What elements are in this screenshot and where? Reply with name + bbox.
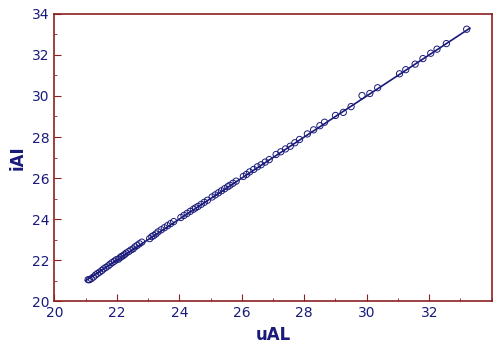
Point: [160, 225, 168, 231]
Point: [254, 164, 262, 170]
Point: [166, 221, 174, 226]
Point: [112, 257, 120, 263]
Point: [204, 197, 212, 203]
Point: [224, 184, 232, 189]
Point: [261, 159, 269, 165]
Point: [282, 146, 290, 152]
Point: [164, 223, 172, 228]
Point: [347, 104, 355, 109]
Point: [200, 200, 208, 205]
Point: [257, 162, 265, 168]
Point: [100, 266, 108, 272]
Point: [84, 277, 92, 283]
Point: [192, 205, 200, 210]
Point: [402, 67, 410, 73]
Point: [240, 174, 248, 179]
Point: [87, 276, 95, 282]
Point: [226, 182, 234, 188]
Point: [110, 258, 118, 264]
Point: [127, 247, 135, 253]
Point: [122, 250, 130, 256]
Point: [106, 262, 114, 267]
Point: [94, 271, 102, 276]
Point: [183, 210, 191, 216]
Point: [96, 269, 104, 275]
Point: [180, 213, 188, 218]
Point: [118, 254, 126, 259]
Point: [119, 253, 127, 258]
Point: [427, 50, 435, 56]
Point: [286, 143, 294, 149]
Point: [120, 252, 128, 257]
Point: [138, 239, 146, 245]
Point: [462, 26, 470, 32]
Point: [124, 249, 132, 254]
Point: [214, 190, 222, 196]
Point: [146, 236, 154, 241]
Point: [218, 188, 226, 194]
Point: [177, 215, 185, 220]
Point: [310, 127, 318, 133]
Point: [220, 186, 228, 191]
Point: [133, 243, 141, 248]
Point: [246, 169, 254, 175]
Point: [250, 166, 258, 172]
Point: [320, 119, 328, 125]
Point: [190, 207, 198, 212]
Point: [411, 61, 419, 67]
Point: [419, 56, 427, 61]
Point: [266, 157, 274, 162]
Point: [374, 85, 382, 90]
Point: [211, 192, 219, 198]
Point: [114, 256, 122, 262]
Point: [148, 234, 156, 239]
Point: [131, 244, 139, 250]
Point: [116, 255, 124, 260]
Point: [157, 227, 165, 233]
Point: [86, 277, 94, 283]
Point: [208, 194, 216, 200]
Point: [242, 171, 250, 177]
Point: [92, 272, 100, 278]
X-axis label: uAL: uAL: [256, 326, 290, 344]
Point: [197, 202, 205, 207]
Point: [291, 140, 299, 146]
Point: [152, 231, 160, 237]
Point: [332, 113, 340, 118]
Point: [154, 229, 162, 235]
Point: [108, 260, 116, 265]
Point: [129, 246, 137, 252]
Point: [186, 208, 194, 214]
Point: [102, 265, 110, 270]
Y-axis label: iAI: iAI: [8, 145, 26, 170]
Point: [150, 233, 158, 238]
Point: [277, 149, 285, 155]
Point: [296, 137, 304, 142]
Point: [433, 46, 441, 52]
Point: [104, 263, 112, 269]
Point: [396, 71, 404, 77]
Point: [98, 268, 106, 273]
Point: [194, 203, 202, 209]
Point: [272, 152, 280, 157]
Point: [340, 109, 347, 115]
Point: [358, 93, 366, 98]
Point: [229, 180, 237, 186]
Point: [170, 219, 177, 225]
Point: [316, 123, 324, 128]
Point: [304, 131, 312, 137]
Point: [232, 178, 240, 184]
Point: [366, 91, 374, 96]
Point: [90, 274, 98, 280]
Point: [442, 41, 450, 46]
Point: [136, 241, 143, 247]
